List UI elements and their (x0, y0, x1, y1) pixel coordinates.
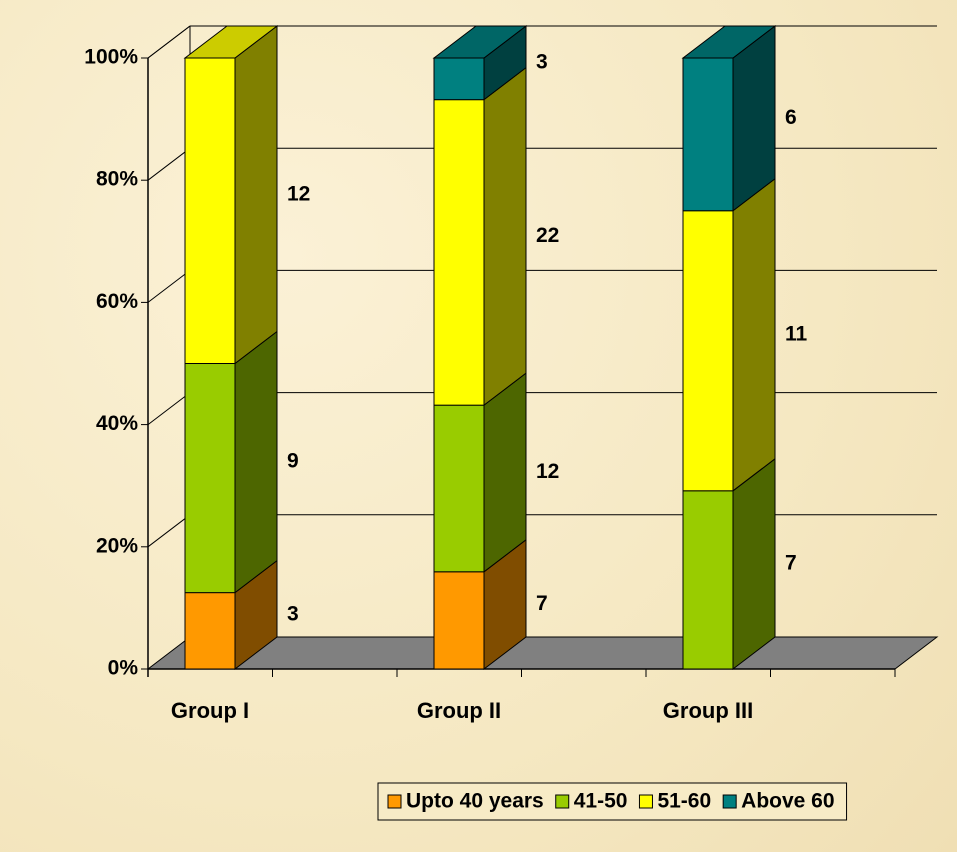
bar-segment (184, 592, 236, 670)
y-tick-label: 0% (108, 657, 139, 680)
bar-segment (433, 404, 485, 573)
bar-top (183, 25, 279, 59)
y-tick-label: 80% (96, 168, 138, 191)
legend-swatch (387, 794, 402, 809)
legend-label: 41-50 (574, 790, 628, 813)
grid-line (147, 514, 191, 548)
data-label: 3 (287, 602, 299, 625)
bar-segment (433, 57, 485, 101)
grid-line (147, 25, 191, 59)
y-tick-label: 60% (96, 290, 138, 313)
data-label: 12 (536, 460, 559, 483)
legend-swatch (722, 794, 737, 809)
bar-segment (682, 210, 734, 492)
data-label: 12 (287, 182, 310, 205)
bar-side (483, 66, 527, 407)
data-label: 6 (785, 106, 797, 129)
legend-label: 51-60 (657, 790, 711, 813)
bar-side (234, 330, 278, 594)
legend-swatch (638, 794, 653, 809)
bar-top (681, 25, 777, 59)
data-label: 9 (287, 450, 299, 473)
x-tick-label: Group I (170, 698, 250, 723)
grid-line (147, 392, 191, 425)
bar-side (732, 177, 776, 492)
y-tick-label: 100% (84, 46, 138, 69)
grid-line (147, 270, 191, 303)
bar-top (432, 25, 528, 59)
x-tick-label: Group III (662, 698, 754, 723)
bar-side (483, 372, 527, 573)
legend-swatch (555, 794, 570, 809)
y-tick-label: 20% (96, 534, 138, 557)
bar-side (732, 457, 776, 671)
legend-label: Above 60 (741, 790, 834, 813)
bar-segment (184, 57, 236, 364)
data-label: 22 (536, 224, 559, 247)
data-label: 7 (785, 551, 797, 574)
bar-segment (682, 57, 734, 212)
data-label: 3 (536, 50, 548, 73)
x-tick-label: Group II (416, 698, 502, 723)
bar-segment (184, 363, 236, 594)
bar-segment (682, 490, 734, 670)
legend-label: Upto 40 years (406, 790, 544, 813)
bar-side (234, 24, 278, 365)
bar-segment (433, 99, 485, 406)
bar-segment (433, 571, 485, 670)
y-tick-label: 40% (96, 412, 138, 435)
data-label: 7 (536, 592, 548, 615)
data-label: 11 (785, 322, 808, 345)
grid-line (147, 147, 191, 181)
legend-box (377, 782, 848, 821)
